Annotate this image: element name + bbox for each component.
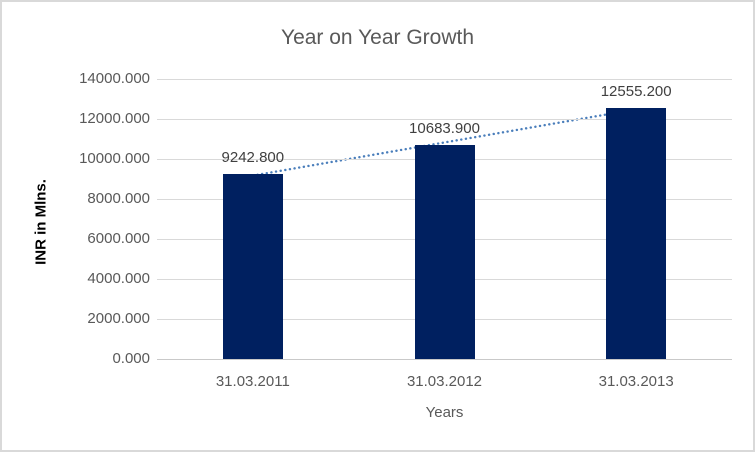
y-tick-label: 6000.000 — [87, 230, 150, 247]
bar — [606, 107, 667, 359]
x-category-label: 31.03.2012 — [406, 373, 483, 390]
gridline — [157, 118, 732, 120]
y-tick-label: 4000.000 — [87, 270, 150, 287]
y-tick-label: 14000.000 — [79, 70, 150, 87]
y-axis-title: INR in Mlns. — [32, 179, 50, 265]
data-label: 9242.800 — [221, 149, 285, 167]
x-category-label: 31.03.2013 — [598, 373, 674, 390]
chart-title: Year on Year Growth — [280, 26, 475, 49]
y-tick-label: 0.000 — [112, 350, 150, 367]
bar — [414, 145, 475, 359]
x-axis-title: Years — [425, 404, 464, 421]
data-label: 10683.900 — [409, 120, 480, 138]
y-tick-label: 8000.000 — [87, 190, 150, 207]
x-category-label: 31.03.2011 — [215, 373, 290, 390]
data-label: 12555.200 — [600, 82, 672, 100]
y-tick-label: 12000.000 — [79, 110, 150, 127]
gridline — [157, 78, 732, 80]
y-tick-label: 10000.000 — [79, 150, 150, 167]
bar — [222, 174, 283, 359]
x-axis-line — [157, 358, 732, 360]
y-tick-label: 2000.000 — [87, 310, 150, 327]
